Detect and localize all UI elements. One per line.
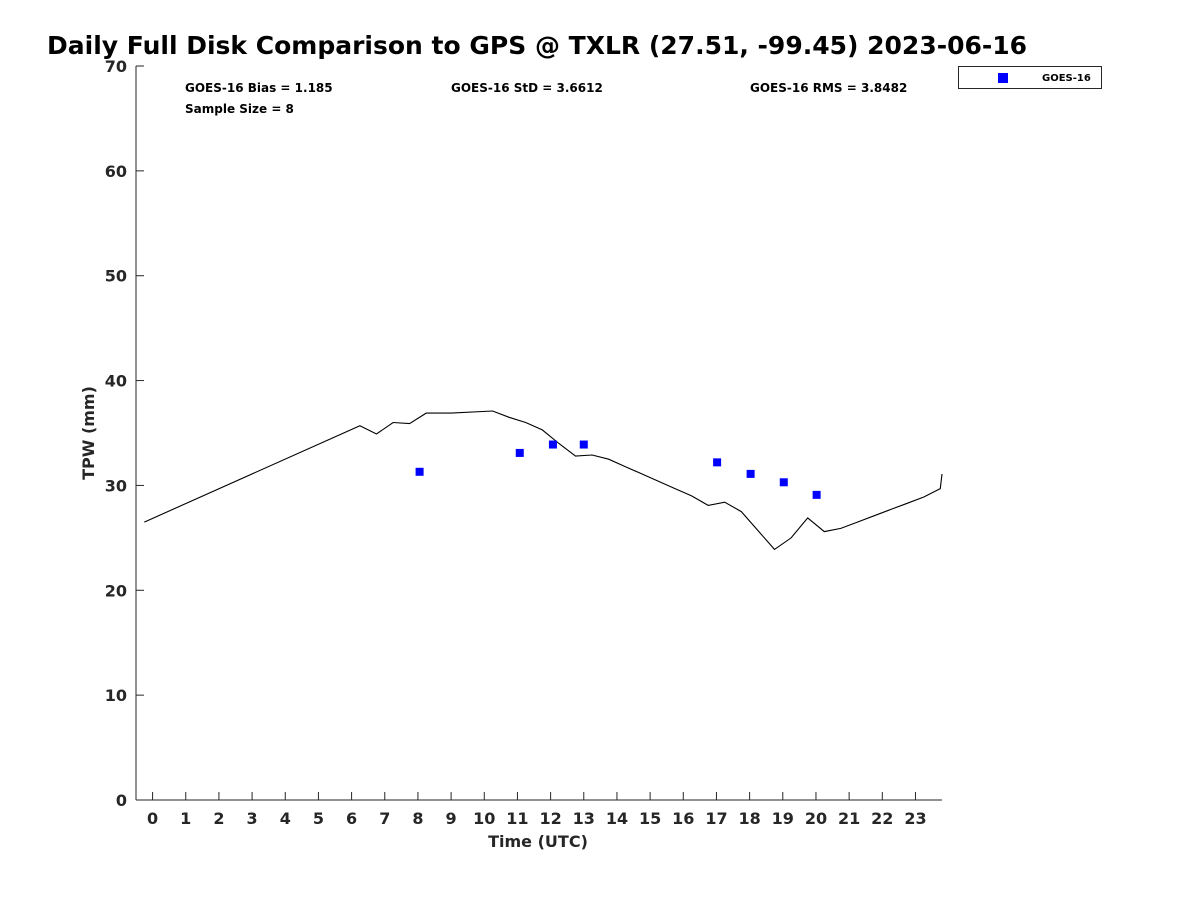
x-axis-label: Time (UTC) (488, 832, 588, 851)
x-tick-label: 12 (539, 809, 561, 828)
x-tick-label: 23 (904, 809, 926, 828)
x-tick-label: 21 (838, 809, 860, 828)
x-tick-label: 17 (705, 809, 727, 828)
x-tick-label: 6 (346, 809, 357, 828)
x-tick-label: 19 (772, 809, 794, 828)
y-tick-label: 10 (105, 686, 127, 705)
gps-line (144, 410, 943, 551)
stat-rms: GOES-16 RMS = 3.8482 (750, 81, 907, 95)
y-axis-label: TPW (mm) (79, 386, 98, 480)
stat-sample-size: Sample Size = 8 (185, 102, 294, 116)
goes-16-point (713, 458, 722, 467)
legend-label: GOES-16 (1042, 73, 1091, 84)
x-tick-label: 11 (506, 809, 528, 828)
x-tick-label: 16 (672, 809, 694, 828)
x-tick-label: 15 (639, 809, 661, 828)
y-tick-label: 20 (105, 581, 127, 600)
stat-std: GOES-16 StD = 3.6612 (451, 81, 603, 95)
x-tick-label: 7 (379, 809, 390, 828)
y-tick-label: 50 (105, 267, 127, 286)
y-tick-label: 40 (105, 372, 127, 391)
goes-16-point (746, 469, 755, 478)
goes-16-point (812, 490, 821, 499)
x-tick-label: 20 (805, 809, 827, 828)
stat-bias: GOES-16 Bias = 1.185 (185, 81, 333, 95)
x-tick-label: 3 (247, 809, 258, 828)
y-ticks: 0 10 20 30 40 50 60 70 (105, 57, 144, 810)
y-tick-label: 70 (105, 57, 127, 76)
gps-line-series (144, 410, 943, 551)
x-tick-label: 18 (738, 809, 760, 828)
x-ticks: 0 1 2 3 4 5 6 7 8 9 10 11 12 13 14 15 16 17 18 19 20 21 22 23 (147, 792, 927, 828)
goes-16-point (579, 440, 588, 449)
x-tick-label: 8 (412, 809, 423, 828)
y-tick-label: 60 (105, 162, 127, 181)
goes-16-point (515, 448, 524, 457)
goes-16-point (415, 467, 424, 476)
y-tick-label: 0 (116, 791, 127, 810)
x-tick-label: 1 (180, 809, 191, 828)
x-tick-label: 10 (473, 809, 495, 828)
x-tick-label: 0 (147, 809, 158, 828)
legend: GOES-16 (958, 66, 1102, 89)
x-tick-label: 4 (280, 809, 291, 828)
goes-16-point (548, 440, 557, 449)
x-tick-label: 14 (606, 809, 628, 828)
x-tick-label: 2 (213, 809, 224, 828)
stats-box: GOES-16 Bias = 1.185 GOES-16 StD = 3.661… (185, 81, 907, 116)
chart-title: Daily Full Disk Comparison to GPS @ TXLR… (47, 31, 1027, 60)
y-tick-label: 30 (105, 476, 127, 495)
x-tick-label: 22 (871, 809, 893, 828)
goes-16-series (415, 440, 821, 499)
legend-marker (998, 73, 1008, 83)
goes-16-point (779, 478, 788, 487)
x-tick-label: 5 (313, 809, 324, 828)
x-tick-label: 13 (573, 809, 595, 828)
x-tick-label: 9 (446, 809, 457, 828)
legend-box (958, 66, 1102, 89)
